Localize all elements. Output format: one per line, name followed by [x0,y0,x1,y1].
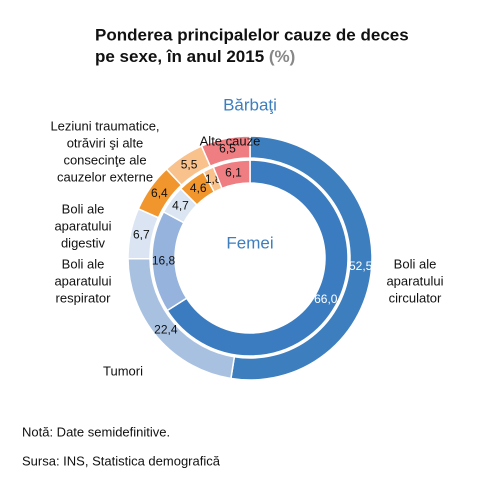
value-label: 6,1 [225,165,242,179]
segment [166,159,349,357]
category-label: Boli ale [62,256,105,271]
series-label: Bărbaţi [223,95,277,114]
value-label: 6,4 [151,186,168,200]
category-label: Boli ale [62,201,105,216]
segment [212,159,251,190]
category-label: otrăviri şi alte [67,135,144,150]
value-label: 66,0 [314,292,338,306]
value-label: 4,6 [190,181,207,195]
chart-title: pe sexe, în anul 2015 [95,47,264,66]
value-label: 22,4 [154,323,178,337]
category-label: aparatului [54,273,111,288]
value-label: 5,5 [181,157,198,171]
chart-title: pe sexe, în anul 2015 (%) [95,47,295,66]
category-label: Alte cauze [200,133,261,148]
category-label: digestiv [61,235,106,250]
category-label: aparatului [386,273,443,288]
value-label: 16,8 [152,253,176,267]
segment [200,135,251,168]
value-label: 6,5 [219,141,236,155]
value-label: 52,5 [349,259,373,273]
chart-title: Ponderea principalelor cauze de deces [95,25,409,44]
value-label: 6,7 [133,228,150,242]
series-label: Femei [226,233,273,252]
category-label: Boli ale [394,256,437,271]
category-label: aparatului [54,218,111,233]
value-label: 4,7 [172,199,189,213]
category-label: Leziuni traumatice, [50,118,159,133]
unit: (%) [269,47,295,66]
category-label: respirator [56,290,112,305]
note: Notă: Date semidefinitive. [22,424,170,439]
category-label: Tumori [103,363,143,378]
category-label: cauzelor externe [57,169,153,184]
note: Sursa: INS, Statistica demografică [22,453,221,468]
category-label: circulator [389,290,442,305]
category-label: consecinţe ale [63,152,146,167]
